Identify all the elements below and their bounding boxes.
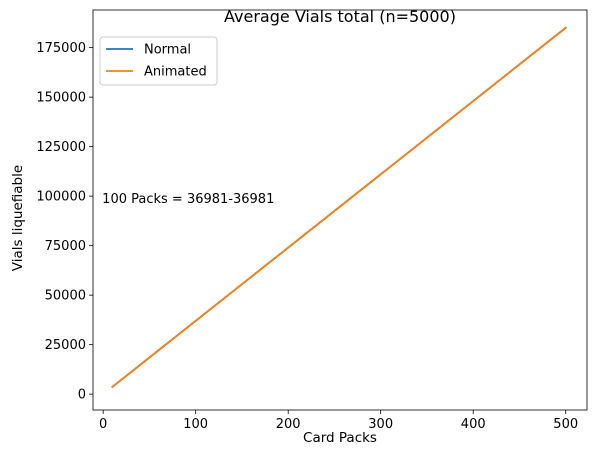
x-axis-label: Card Packs [303,430,377,446]
x-tick-label: 500 [553,417,578,432]
x-axis: 0 100 200 300 400 500 [99,410,578,432]
y-tick-label: 175000 [36,41,86,56]
y-tick-label: 75000 [45,239,86,254]
x-tick-label: 200 [276,417,301,432]
y-tick-label: 100000 [36,190,86,205]
y-tick-label: 150000 [36,91,86,106]
legend-label-animated: Animated [144,65,207,80]
plot-area [111,26,567,389]
chart-title: Average Vials total (n=5000) [224,7,456,26]
plot-frame [92,9,588,411]
y-tick-label: 125000 [36,140,86,155]
y-axis-label: Vials liquefiable [10,165,26,271]
y-axis: 0 25000 50000 75000 100000 125000 150000 175000 [36,41,93,403]
legend: Normal Animated [99,36,218,86]
legend-label-normal: Normal [144,43,191,58]
x-tick-label: 300 [368,417,393,432]
x-tick-label: 0 [99,417,107,432]
x-tick-label: 400 [461,417,486,432]
annotation-text: 100 Packs = 36981-36981 [102,192,274,207]
y-tick-label: 50000 [45,289,86,304]
y-tick-label: 25000 [45,338,86,353]
y-tick-label: 0 [78,388,86,403]
series-line-animated [111,26,567,389]
x-tick-label: 100 [183,417,208,432]
